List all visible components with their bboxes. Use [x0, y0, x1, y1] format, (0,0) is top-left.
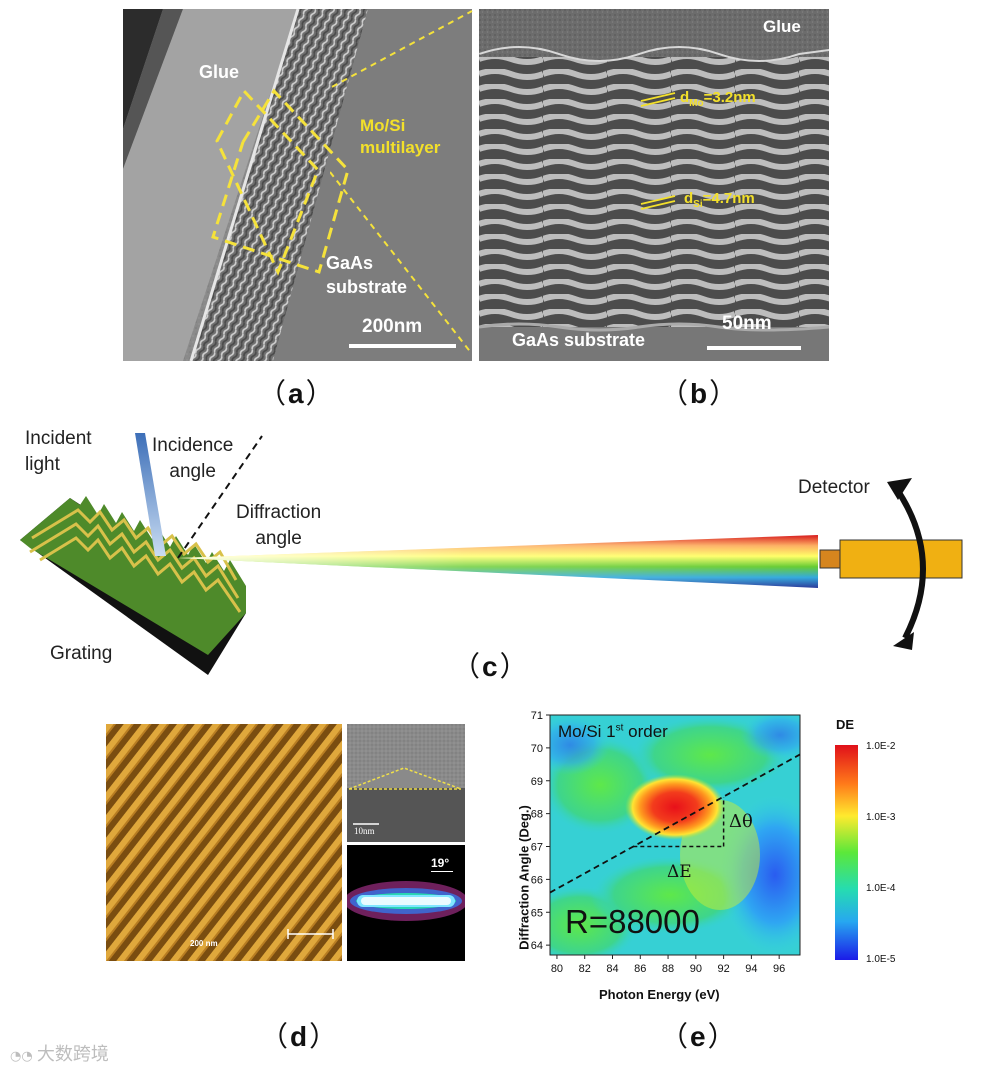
panel-c-caption-letter: c — [482, 651, 500, 682]
panel-a-scale-label: 200nm — [362, 316, 423, 337]
x-tick-label: 94 — [745, 963, 757, 975]
panel-b-dsi-value: =4.7nm — [702, 190, 755, 207]
watermark-text: 大数跨境 — [36, 1044, 109, 1065]
x-tick-label: 80 — [551, 963, 563, 975]
panel-b-caption: （b） — [660, 377, 740, 410]
panel-a-b-zoom-lines — [330, 10, 473, 355]
incident-light-line2: light — [25, 454, 60, 475]
panel-a-multilayer-label: Mo/Si multilayer — [360, 115, 440, 159]
y-tick-label: 65 — [531, 907, 543, 919]
diffraction-angle-line1: Diffraction — [236, 502, 322, 523]
panel-a-substrate-line2: substrate — [326, 277, 408, 297]
panel-e-title-sup: st — [615, 722, 624, 734]
colorbar-label-1: 1.0E-2 — [866, 741, 896, 752]
panel-a-substrate-label: GaAs substrate — [326, 251, 407, 299]
panel-d-caption: （d） — [260, 1020, 340, 1053]
grating-shape — [20, 496, 246, 675]
fft-streak — [347, 881, 465, 921]
watermark: ◔◔ 大数跨境 — [10, 1040, 109, 1066]
panel-e-ylabel: Diffraction Angle (Deg.) — [516, 805, 532, 950]
resolution-label: R=88000 — [565, 903, 700, 940]
detector-label: Detector — [798, 477, 870, 498]
dispersion-line — [549, 753, 801, 894]
tem-scale-label: 10nm — [354, 826, 375, 836]
panel-d-afm-image — [106, 724, 342, 961]
x-tick-label: 82 — [579, 963, 591, 975]
panel-c-diagram — [20, 433, 963, 675]
panel-e-caption: （e） — [660, 1020, 738, 1053]
y-tick-label: 66 — [531, 874, 543, 886]
panel-e-title: Mo/Si 1st order — [558, 722, 668, 742]
incidence-angle-line1: Incidence — [152, 435, 234, 456]
y-tick-label: 64 — [531, 940, 543, 952]
tilt-angle-underline — [431, 871, 453, 872]
watermark-logo-icon: ◔◔ — [10, 1049, 37, 1064]
y-tick-label: 67 — [531, 842, 543, 854]
panel-c-caption: （c） — [452, 650, 530, 683]
panel-b-dsi-subscript: Si — [693, 199, 703, 210]
colorbar — [835, 745, 858, 960]
panel-e-chart: 80 82 84 86 88 90 92 94 96 64 65 66 67 68 69 70 71 — [531, 710, 858, 975]
x-tick-label: 92 — [717, 963, 729, 975]
normal-line — [177, 435, 263, 559]
panel-b-dmo-label: dMo=3.2nm — [680, 89, 756, 109]
panel-b-scale-label: 50nm — [722, 313, 772, 334]
x-tick-label: 86 — [634, 963, 646, 975]
incidence-angle-label: Incidence angle — [152, 433, 233, 485]
colorbar-label-2: 1.0E-3 — [866, 812, 896, 823]
panel-b-caption-letter: b — [690, 378, 710, 409]
x-tick-label: 88 — [662, 963, 674, 975]
panel-a-multilayer-line2: multilayer — [360, 138, 441, 157]
panel-a-tem-image — [123, 9, 472, 361]
heatmap-field — [550, 715, 800, 955]
incident-light-label: Incident light — [25, 426, 92, 478]
x-tick-label: 90 — [690, 963, 702, 975]
panel-d-caption-letter: d — [290, 1021, 310, 1052]
afm-scale-label: 200 nm — [190, 939, 218, 948]
detector-body — [839, 539, 963, 579]
incidence-angle-line2: angle — [169, 461, 216, 482]
tilt-angle-label: 19° — [431, 856, 450, 870]
panel-e-title-main: Mo/Si 1 — [558, 722, 616, 741]
panel-a-caption-letter: a — [288, 378, 306, 409]
y-tick-label: 70 — [531, 743, 543, 755]
incident-light-line1: Incident — [25, 428, 92, 449]
panel-b-tem-image — [479, 9, 829, 361]
panel-a-glue-label: Glue — [199, 62, 240, 82]
panel-b-dmo-subscript: Mo — [689, 98, 704, 109]
detector-window — [819, 549, 841, 569]
rotation-arrow — [893, 486, 926, 640]
panel-a-multilayer-line1: Mo/Si — [360, 116, 406, 135]
diffraction-angle-line2: angle — [255, 528, 302, 549]
panel-b-dmo-value: =3.2nm — [703, 89, 756, 106]
diffraction-angle-label: Diffraction angle — [236, 500, 321, 552]
panel-a-caption: （a） — [258, 377, 336, 410]
x-tick-label: 96 — [773, 963, 785, 975]
panel-b-substrate-label: GaAs substrate — [512, 330, 646, 350]
incident-beam — [135, 433, 166, 556]
delta-e-label: ΔE — [667, 862, 692, 882]
grating-label: Grating — [50, 643, 113, 664]
x-tick-label: 84 — [606, 963, 618, 975]
y-tick-label: 69 — [531, 776, 543, 788]
panel-a-substrate-line1: GaAs — [326, 253, 374, 273]
y-tick-label: 68 — [531, 809, 543, 821]
panel-e-caption-letter: e — [690, 1021, 708, 1052]
y-tick-label: 71 — [531, 710, 543, 722]
panel-e-xlabel: Photon Energy (eV) — [599, 987, 720, 1002]
panel-e-title-rest: order — [623, 722, 668, 741]
delta-theta-label: Δθ — [729, 811, 753, 832]
panel-d-tem-insets — [347, 724, 465, 961]
panel-b-glue-label: Glue — [763, 17, 801, 36]
panel-b-dsi-label: dSi=4.7nm — [684, 190, 755, 210]
colorbar-title: DE — [836, 717, 855, 732]
colorbar-label-4: 1.0E-5 — [866, 954, 896, 965]
colorbar-label-3: 1.0E-4 — [866, 883, 896, 894]
